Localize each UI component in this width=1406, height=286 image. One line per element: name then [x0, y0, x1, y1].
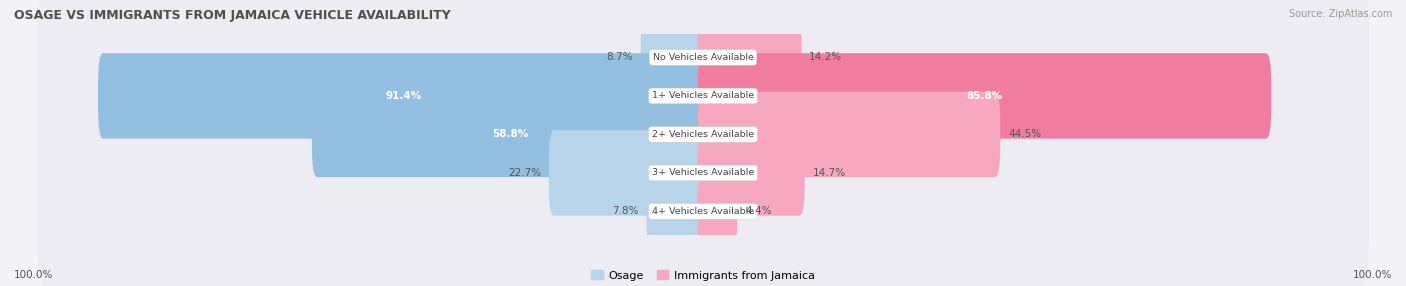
FancyBboxPatch shape: [697, 130, 804, 216]
FancyBboxPatch shape: [697, 53, 1271, 139]
Text: 22.7%: 22.7%: [508, 168, 541, 178]
FancyBboxPatch shape: [697, 169, 737, 254]
FancyBboxPatch shape: [697, 92, 1000, 177]
FancyBboxPatch shape: [647, 169, 709, 254]
Text: 4.4%: 4.4%: [745, 206, 772, 217]
Text: 7.8%: 7.8%: [612, 206, 638, 217]
FancyBboxPatch shape: [697, 15, 801, 100]
Text: 91.4%: 91.4%: [385, 91, 422, 101]
FancyBboxPatch shape: [37, 59, 1369, 210]
Text: OSAGE VS IMMIGRANTS FROM JAMAICA VEHICLE AVAILABILITY: OSAGE VS IMMIGRANTS FROM JAMAICA VEHICLE…: [14, 9, 451, 21]
Legend: Osage, Immigrants from Jamaica: Osage, Immigrants from Jamaica: [588, 266, 818, 285]
FancyBboxPatch shape: [98, 53, 709, 139]
Text: 85.8%: 85.8%: [966, 91, 1002, 101]
FancyBboxPatch shape: [37, 0, 1369, 133]
FancyBboxPatch shape: [37, 21, 1369, 171]
FancyBboxPatch shape: [312, 92, 709, 177]
Text: Source: ZipAtlas.com: Source: ZipAtlas.com: [1288, 9, 1392, 19]
Text: 14.7%: 14.7%: [813, 168, 845, 178]
Text: No Vehicles Available: No Vehicles Available: [652, 53, 754, 62]
FancyBboxPatch shape: [37, 136, 1369, 286]
Text: 14.2%: 14.2%: [810, 52, 842, 62]
Text: 44.5%: 44.5%: [1008, 130, 1042, 139]
Text: 100.0%: 100.0%: [14, 270, 53, 280]
FancyBboxPatch shape: [548, 130, 709, 216]
FancyBboxPatch shape: [641, 15, 709, 100]
Text: 58.8%: 58.8%: [492, 130, 529, 139]
FancyBboxPatch shape: [37, 98, 1369, 248]
Text: 4+ Vehicles Available: 4+ Vehicles Available: [652, 207, 754, 216]
Text: 2+ Vehicles Available: 2+ Vehicles Available: [652, 130, 754, 139]
Text: 1+ Vehicles Available: 1+ Vehicles Available: [652, 92, 754, 100]
Text: 8.7%: 8.7%: [606, 52, 633, 62]
Text: 100.0%: 100.0%: [1353, 270, 1392, 280]
Text: 3+ Vehicles Available: 3+ Vehicles Available: [652, 168, 754, 177]
